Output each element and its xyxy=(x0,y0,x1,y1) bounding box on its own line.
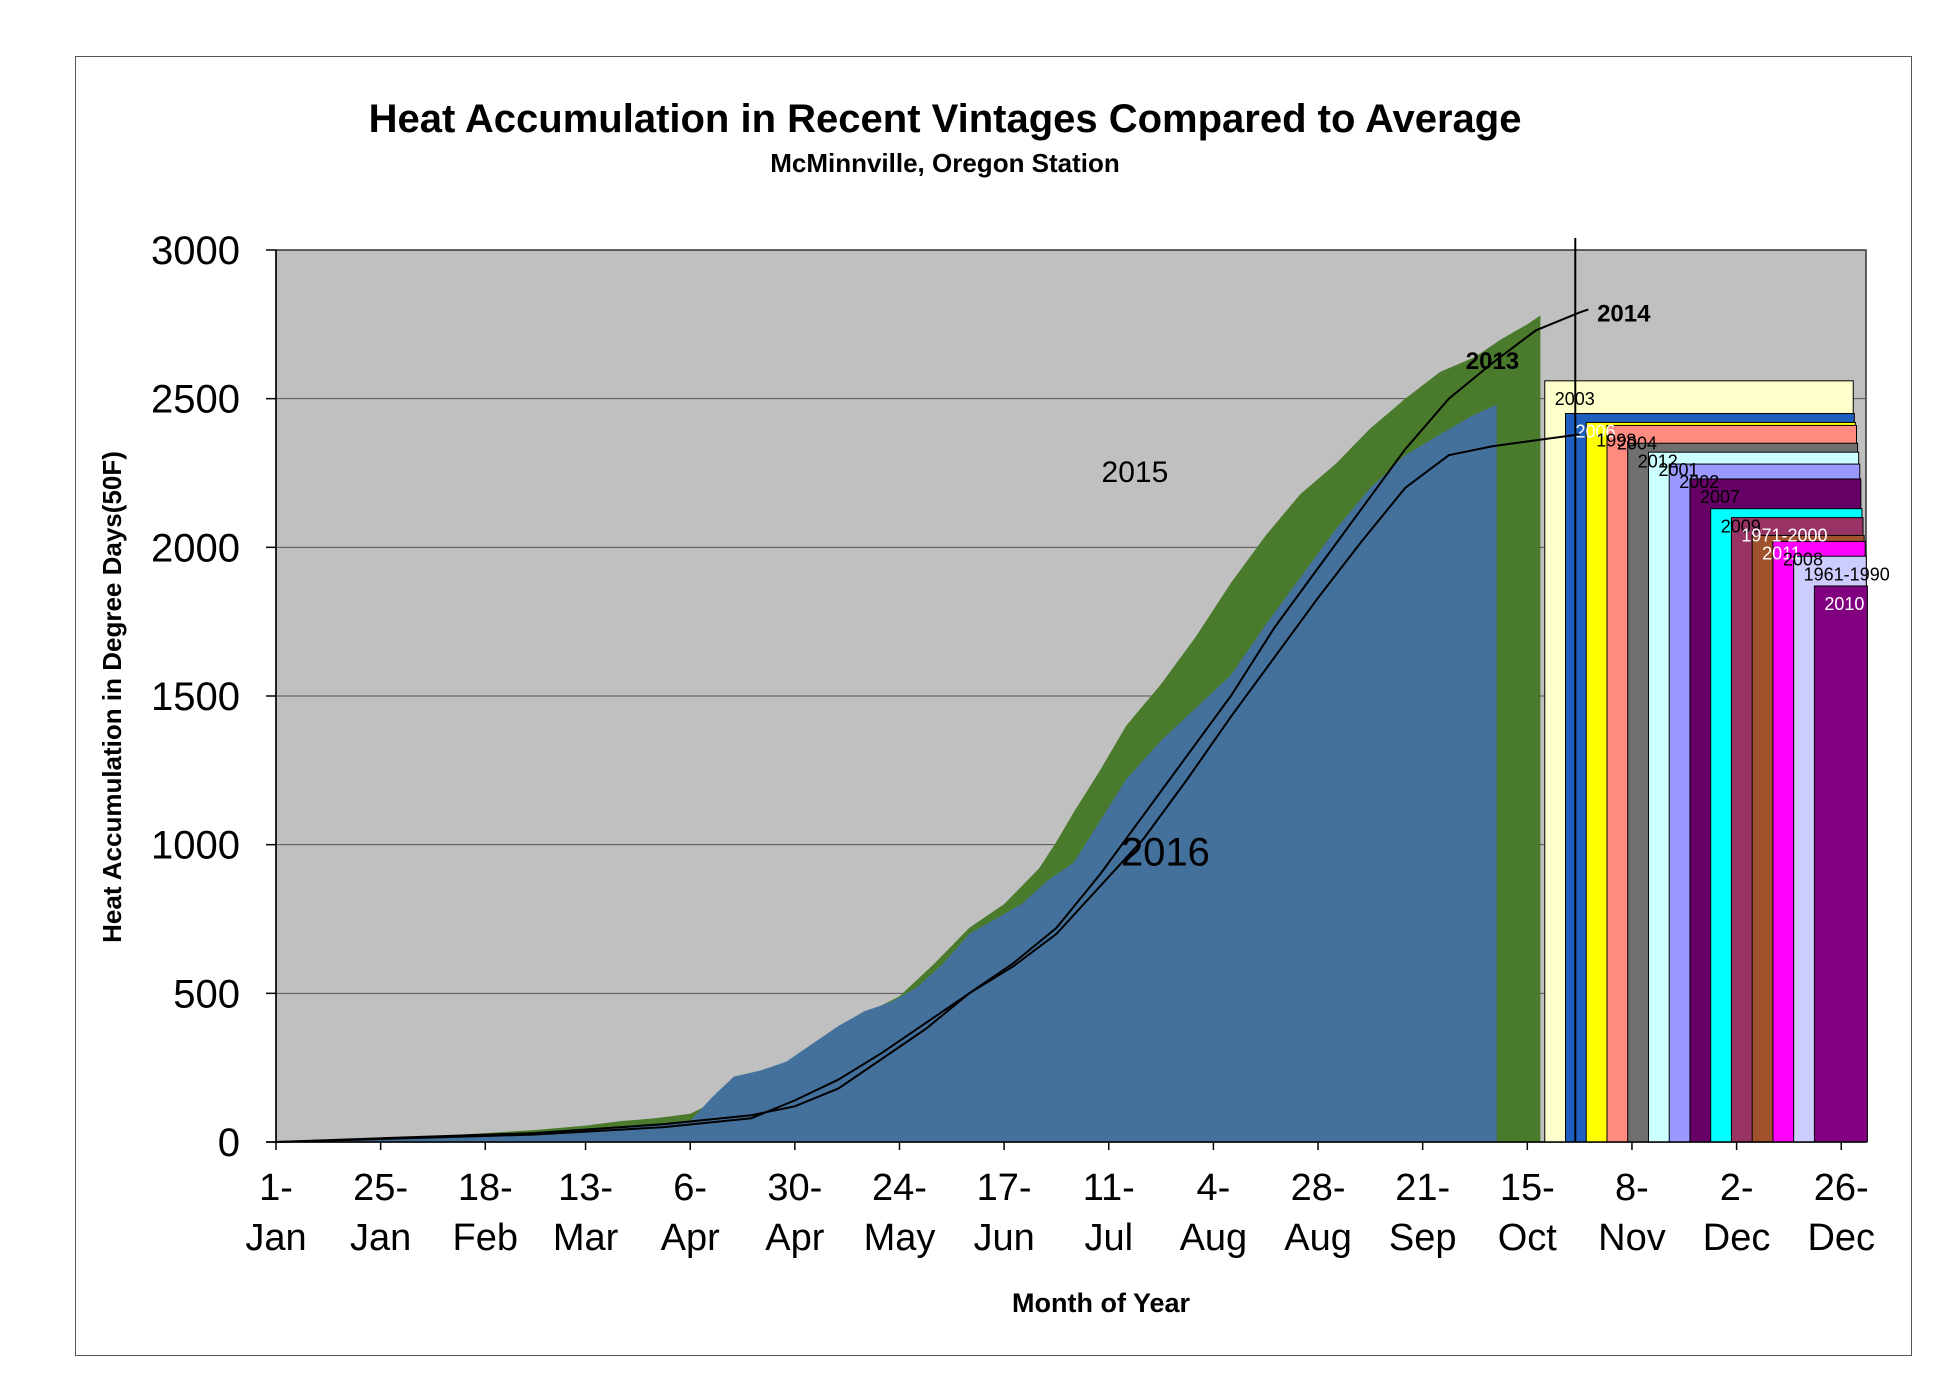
series-line-2014 xyxy=(275,308,1589,1143)
y-axis-label: Heat Accumulation in Degree Days(50F) xyxy=(97,451,127,943)
x-tick-label-month: Jun xyxy=(973,1217,1034,1259)
ending-label-1998: 1998 xyxy=(1596,430,1636,450)
x-tick-label: 25- xyxy=(353,1167,408,1209)
y-tick-label: 1500 xyxy=(151,675,240,719)
y-tick-label: 3000 xyxy=(151,229,240,273)
y-axis: 0 500 1000 1500 2000 2500 3000 xyxy=(151,229,277,1165)
series-line-2013 xyxy=(275,433,1580,1143)
series-label-2013: 2013 xyxy=(1466,348,1519,375)
x-tick-label: 15- xyxy=(1500,1167,1555,1209)
x-tick-label: 30- xyxy=(767,1167,822,1209)
plot-area: 2003200619982004201220012002200720091971… xyxy=(275,238,1890,1143)
x-tick-label-month: Jul xyxy=(1084,1217,1133,1259)
x-tick-label-month: Oct xyxy=(1498,1217,1558,1259)
x-tick-label-month: Dec xyxy=(1703,1217,1771,1259)
x-tick-label: 1- xyxy=(259,1167,293,1209)
y-tick-label: 2000 xyxy=(151,526,240,570)
series-area-2016 xyxy=(276,404,1497,1142)
x-axis-label: Month of Year xyxy=(1012,1288,1191,1318)
x-tick-label: 26- xyxy=(1814,1167,1869,1209)
x-tick-label-month: Dec xyxy=(1807,1217,1875,1259)
x-tick-label-month: May xyxy=(864,1217,936,1259)
x-tick-label-month: Nov xyxy=(1598,1217,1666,1259)
y-tick-label: 500 xyxy=(173,972,240,1016)
series-label-2015: 2015 xyxy=(1102,456,1169,489)
ending-label-2008: 2008 xyxy=(1783,549,1823,569)
ending-label-2004: 2004 xyxy=(1617,433,1657,453)
y-tick-label: 1000 xyxy=(151,824,240,868)
y-tick-label: 2500 xyxy=(151,378,240,422)
x-tick-label: 21- xyxy=(1395,1167,1450,1209)
x-tick-label-month: Feb xyxy=(453,1217,518,1259)
x-tick-label: 28- xyxy=(1291,1167,1346,1209)
x-tick-label-month: Apr xyxy=(765,1217,824,1259)
x-tick-label: 13- xyxy=(558,1167,613,1209)
ending-label-2002: 2002 xyxy=(1679,472,1719,492)
x-tick-label: 17- xyxy=(977,1167,1032,1209)
x-tick-label-month: Aug xyxy=(1284,1217,1352,1259)
ending-label-2007: 2007 xyxy=(1700,487,1740,507)
ending-label-2011: 2011 xyxy=(1762,543,1801,563)
series-label-2014: 2014 xyxy=(1597,300,1651,327)
x-axis: 1- Jan 25- Jan 18- Feb 13- Mar 6- Apr 30- Apr 24- May… xyxy=(245,1141,1875,1259)
x-tick-label: 11- xyxy=(1083,1167,1135,1209)
x-tick-label: 2- xyxy=(1720,1167,1754,1209)
ending-label-1961-1990: 1961-1990 xyxy=(1804,564,1890,584)
x-tick-label-month: Apr xyxy=(661,1217,720,1259)
x-tick-label: 8- xyxy=(1615,1167,1649,1209)
chart-title: Heat Accumulation in Recent Vintages Com… xyxy=(369,97,1522,141)
ending-label-2012: 2012 xyxy=(1638,451,1678,471)
ending-label-2001: 2001 xyxy=(1658,460,1698,480)
x-tick-label-month: Mar xyxy=(553,1217,619,1259)
ending-bar-2010 xyxy=(1813,585,1868,1143)
x-tick-label-month: Jan xyxy=(350,1217,411,1259)
chart-subtitle: McMinnville, Oregon Station xyxy=(770,148,1120,178)
series-label-2016: 2016 xyxy=(1121,830,1210,874)
y-tick-label: 0 xyxy=(218,1121,240,1165)
x-tick-label: 4- xyxy=(1197,1167,1231,1209)
x-tick-label: 18- xyxy=(458,1167,513,1209)
ending-label-2010: 2010 xyxy=(1824,594,1864,614)
x-tick-label-month: Sep xyxy=(1389,1217,1457,1259)
ending-label-2006: 2006 xyxy=(1576,422,1616,442)
x-tick-label-month: Aug xyxy=(1180,1217,1248,1259)
chart-frame xyxy=(75,56,1912,1356)
x-tick-label-month: Jan xyxy=(245,1217,306,1259)
x-tick-label: 6- xyxy=(673,1167,707,1209)
x-tick-label: 24- xyxy=(872,1167,927,1209)
ending-label-1971-2000: 1971-2000 xyxy=(1741,526,1827,546)
ending-label-2009: 2009 xyxy=(1721,517,1761,537)
